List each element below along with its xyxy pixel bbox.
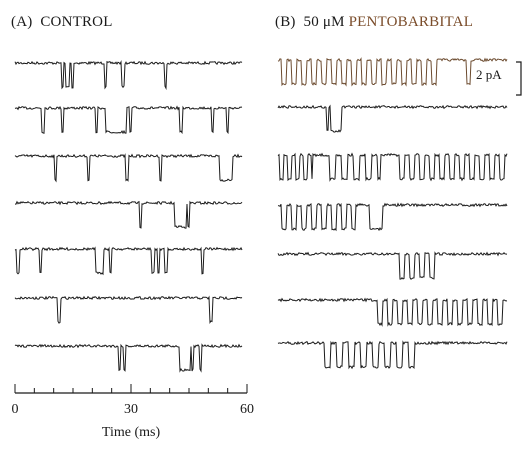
control-trace-3 xyxy=(14,153,243,183)
time-axis xyxy=(14,384,248,394)
scale-bar-bracket xyxy=(516,61,522,96)
pentobarbital-trace-1 xyxy=(277,57,508,87)
time-tick-label-30: 30 xyxy=(124,402,138,417)
pentobarbital-trace-6 xyxy=(277,297,508,327)
panel-a-label: (A) xyxy=(11,14,33,30)
panel-b-title: (B) 50 μM PENTOBARBITAL xyxy=(275,14,473,31)
time-axis-ticks xyxy=(14,384,248,393)
control-trace-5 xyxy=(14,246,243,276)
time-tick-label-0: 0 xyxy=(11,402,19,417)
control-trace-2 xyxy=(14,105,243,135)
pentobarbital-trace-5 xyxy=(277,251,508,280)
pentobarbital-trace-3 xyxy=(277,152,508,182)
pentobarbital-trace-7 xyxy=(277,340,508,370)
time-tick-label-60: 60 xyxy=(240,402,254,417)
scale-bar-label: 2 pA xyxy=(476,67,502,82)
control-traces xyxy=(14,60,243,373)
pentobarbital-trace-2 xyxy=(277,104,508,133)
control-trace-4 xyxy=(15,200,243,229)
pentobarbital-traces xyxy=(277,57,508,370)
panel-a-title: (A) CONTROL xyxy=(11,14,113,31)
scale-bar xyxy=(516,61,522,96)
control-trace-6 xyxy=(14,295,243,325)
panel-a-condition: CONTROL xyxy=(40,14,113,30)
control-trace-1 xyxy=(14,60,243,91)
panel-b-label: (B) xyxy=(275,14,296,30)
control-trace-7 xyxy=(14,343,243,373)
panel-b-concentration: 50 μM xyxy=(303,14,345,30)
time-axis-title: Time (ms) xyxy=(101,425,161,440)
panel-b-drug: PENTOBARBITAL xyxy=(348,14,474,30)
pentobarbital-trace-4 xyxy=(277,202,508,232)
